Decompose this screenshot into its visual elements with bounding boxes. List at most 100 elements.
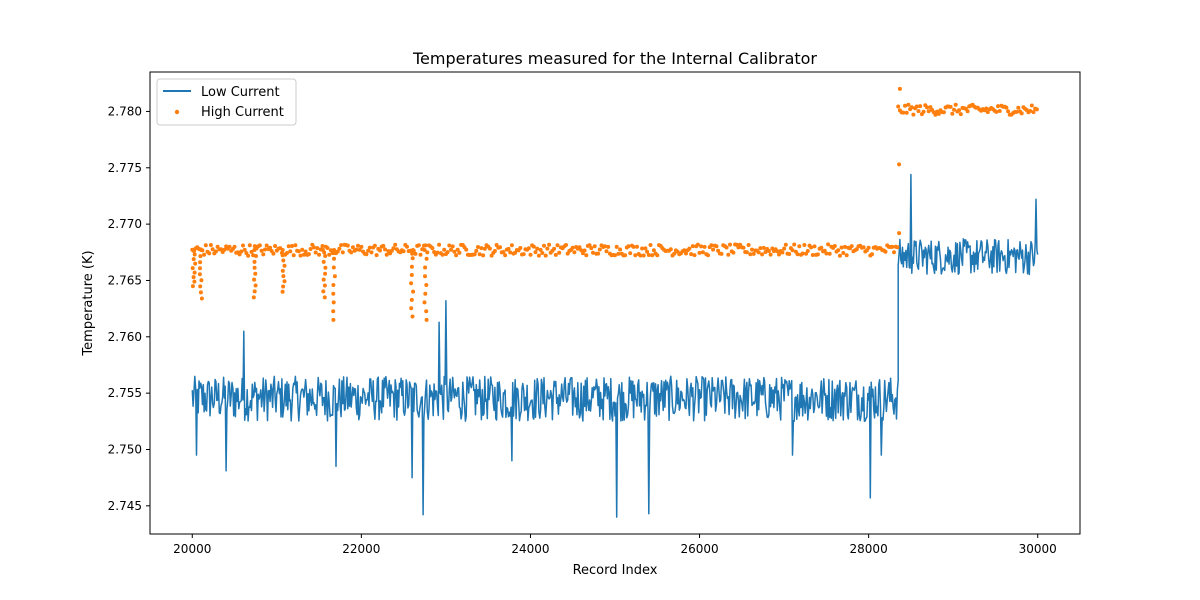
high-current-point <box>996 104 1000 109</box>
high-current-point <box>911 112 916 117</box>
high-current-point <box>521 252 526 257</box>
high-current-point <box>957 108 962 113</box>
high-current-point <box>901 110 906 115</box>
high-current-point <box>827 251 832 256</box>
high-current-point <box>271 251 276 256</box>
high-current-point <box>592 244 597 249</box>
high-current-point <box>198 254 203 259</box>
high-current-point <box>391 246 396 251</box>
high-current-point <box>423 274 427 279</box>
high-current-point <box>809 245 814 250</box>
high-current-point <box>638 253 643 258</box>
high-current-point <box>335 249 340 254</box>
high-current-point <box>906 102 911 107</box>
high-current-point <box>503 253 508 258</box>
high-current-point <box>819 245 824 250</box>
high-current-point <box>331 317 336 322</box>
high-current-point <box>780 250 785 255</box>
high-current-point <box>401 249 406 254</box>
high-current-point <box>800 251 805 256</box>
high-current-point <box>965 109 970 114</box>
x-tick-label: 24000 <box>511 542 549 556</box>
high-current-point <box>321 289 326 294</box>
high-current-point <box>393 242 398 247</box>
high-current-point <box>323 265 328 270</box>
high-current-point <box>936 111 941 116</box>
high-current-point <box>331 291 336 296</box>
high-current-point <box>843 244 847 249</box>
high-current-point <box>909 105 914 110</box>
high-current-point <box>985 110 990 115</box>
high-current-point <box>602 244 607 249</box>
high-current-point <box>331 265 336 270</box>
high-current-point <box>199 278 204 283</box>
high-current-point <box>631 244 636 249</box>
high-current-point <box>198 290 203 295</box>
high-current-point <box>409 264 414 269</box>
high-current-point <box>579 248 584 253</box>
high-current-point <box>203 243 208 248</box>
high-current-point <box>646 253 651 257</box>
high-current-point <box>626 244 631 249</box>
low-current-series <box>191 173 1039 518</box>
high-current-point <box>423 265 428 270</box>
high-current-point <box>252 248 257 252</box>
high-current-point <box>1031 110 1036 115</box>
high-current-point <box>761 245 766 250</box>
high-current-point <box>914 104 919 109</box>
high-current-point <box>197 272 202 277</box>
high-current-point <box>315 246 320 251</box>
high-current-point <box>254 254 258 258</box>
high-current-point <box>474 248 479 253</box>
high-current-point <box>425 250 430 255</box>
high-current-point <box>288 249 293 254</box>
high-current-point <box>303 249 308 254</box>
high-current-point <box>423 291 428 296</box>
high-current-point <box>332 256 336 261</box>
high-current-point <box>193 261 198 266</box>
high-current-point <box>409 273 414 277</box>
high-current-point <box>364 252 369 257</box>
high-current-point <box>477 252 482 257</box>
high-current-point <box>320 248 325 252</box>
high-current-point <box>331 283 336 287</box>
high-current-point <box>836 248 841 253</box>
high-current-point <box>435 250 440 255</box>
high-current-point <box>895 245 900 250</box>
high-current-point <box>655 253 660 258</box>
high-current-point <box>323 271 328 276</box>
high-current-point <box>841 251 846 255</box>
high-current-point <box>748 252 753 257</box>
high-current-point <box>356 243 360 248</box>
high-current-point <box>589 246 594 251</box>
high-current-point <box>482 246 487 251</box>
high-current-point <box>777 252 781 257</box>
high-current-point <box>802 243 807 247</box>
high-current-point <box>300 247 305 252</box>
high-current-point <box>331 309 336 314</box>
y-tick-label: 2.745 <box>108 499 142 513</box>
high-current-point <box>837 253 842 258</box>
high-current-point <box>792 242 797 247</box>
high-current-point <box>692 253 697 258</box>
high-current-point <box>635 244 639 249</box>
high-current-point <box>533 250 538 255</box>
high-current-point <box>870 252 874 257</box>
high-current-point <box>321 277 326 282</box>
high-current-point <box>941 110 946 115</box>
high-current-point <box>374 253 379 258</box>
high-current-point <box>651 248 656 253</box>
high-current-point <box>643 246 648 251</box>
high-current-point <box>926 109 931 114</box>
high-current-point <box>918 104 923 109</box>
high-current-point <box>687 246 692 251</box>
high-current-point <box>411 289 416 294</box>
high-current-point <box>252 277 257 282</box>
high-current-point <box>925 105 929 110</box>
y-tick-label: 2.755 <box>108 386 142 400</box>
high-current-point <box>758 246 763 251</box>
high-current-point <box>253 271 258 276</box>
high-current-point <box>668 247 673 252</box>
high-current-point <box>921 109 926 114</box>
high-current-point <box>684 251 688 256</box>
